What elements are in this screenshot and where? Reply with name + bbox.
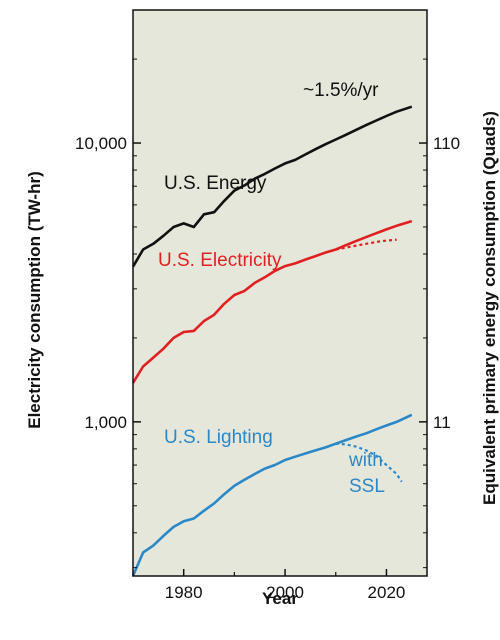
label-with: with [348, 450, 383, 471]
y-right-tick-label: 11 [433, 413, 451, 432]
plot-frame [132, 9, 428, 577]
series-line-4 [335, 442, 403, 483]
y-left-tick-label: 1,000 [84, 413, 127, 432]
series-line-3 [131, 413, 413, 577]
tick-layer: 1980 2000 2020 1,000 10,000 11 110 [75, 9, 460, 602]
label-ssl: SSL [349, 476, 385, 497]
label-us-lighting: U.S. Lighting [164, 427, 273, 448]
x-tick-label: 2000 [266, 583, 304, 602]
series-line-2 [335, 238, 397, 251]
label-us-energy: U.S. Energy [164, 173, 267, 194]
x-tick-label: 1980 [165, 583, 203, 602]
x-axis-title: Year [262, 589, 298, 608]
series-line-0 [131, 105, 413, 268]
x-tick-label: 2020 [368, 583, 406, 602]
y-axis-title-left: Electricity consumption (TW-hr) [25, 171, 44, 429]
y-left-tick-label: 10,000 [75, 134, 127, 153]
y-right-tick-label: 110 [433, 134, 460, 153]
series-layer [131, 105, 413, 577]
series-line-1 [131, 219, 413, 384]
annotation-growth-rate: ~1.5%/yr [303, 80, 379, 101]
y-axis-title-right: Equivalent primary energy consumption (Q… [480, 111, 499, 505]
label-us-electricity: U.S. Electricity [158, 250, 282, 271]
plot-area [133, 10, 427, 576]
